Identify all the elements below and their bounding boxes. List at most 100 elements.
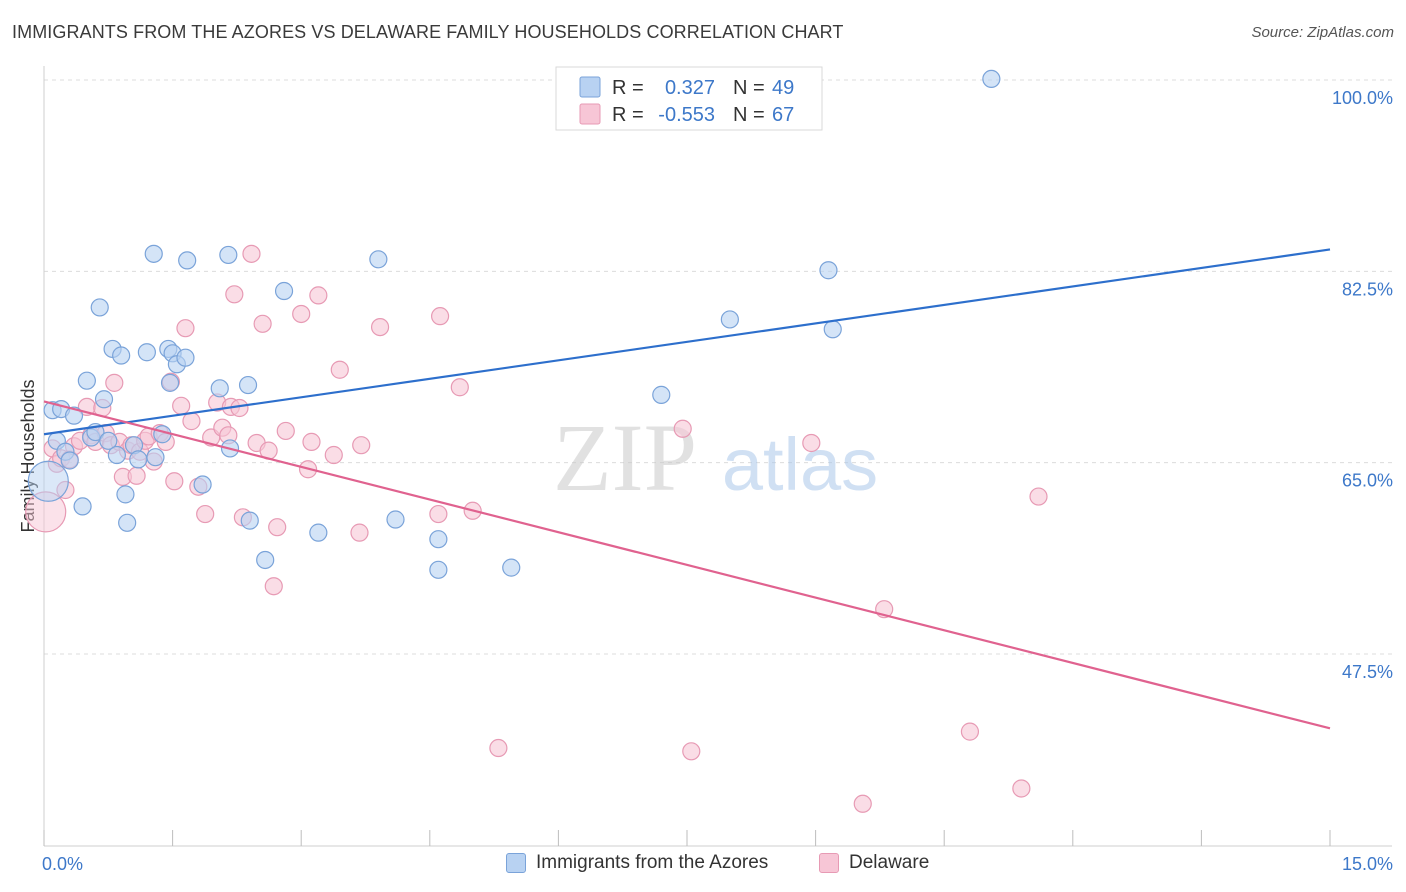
- delaware-point: [330, 360, 349, 379]
- delaware-point: [350, 523, 369, 542]
- stats-r-label-azores: R =: [612, 77, 644, 99]
- delaware-point: [682, 742, 701, 761]
- azores-point: [118, 513, 137, 532]
- trend-lines: [43, 248, 1331, 730]
- stats-swatch-azores: [579, 76, 601, 98]
- stats-n-value-delaware: 67: [772, 104, 794, 126]
- azores-point: [240, 511, 259, 530]
- gridlines: [44, 79, 1392, 655]
- y-tick-label: 47.5%: [1342, 662, 1393, 682]
- legend-swatch-azores: [506, 853, 526, 873]
- watermark-zip: ZIP: [553, 404, 697, 511]
- watermark: ZIP atlas: [553, 404, 878, 511]
- delaware-point: [429, 504, 448, 524]
- stats-n-value-azores: 49: [772, 77, 794, 99]
- delaware-point: [489, 738, 508, 758]
- azores-point: [60, 451, 79, 470]
- legend-item-azores: Immigrants from the Azores: [506, 852, 768, 874]
- azores-point: [819, 261, 838, 280]
- x-tick-label-max: 15.0%: [1342, 854, 1393, 874]
- legend-label-delaware: Delaware: [849, 852, 930, 873]
- azores-point: [429, 530, 448, 549]
- azores-point: [160, 373, 180, 392]
- series-delaware-points: [25, 244, 1048, 813]
- delaware-point: [430, 307, 450, 326]
- delaware-point: [264, 577, 283, 596]
- chart-title: IMMIGRANTS FROM THE AZORES VS DELAWARE F…: [12, 22, 844, 42]
- delaware-point: [302, 432, 321, 451]
- delaware-point: [352, 436, 371, 455]
- azores-point: [309, 523, 328, 542]
- stats-n-label-azores: N =: [733, 77, 765, 99]
- azores-point: [274, 281, 294, 301]
- azores-point: [369, 250, 388, 269]
- delaware-point: [309, 286, 328, 305]
- delaware-point: [292, 304, 311, 324]
- azores-point: [107, 445, 126, 465]
- legend-item-delaware: Delaware: [819, 852, 929, 874]
- azores-point: [129, 450, 148, 469]
- delaware-point: [324, 445, 343, 465]
- delaware-point: [370, 317, 390, 337]
- azores-point: [153, 425, 172, 444]
- azores-point: [386, 510, 405, 529]
- azores-point: [193, 475, 212, 494]
- legend-label-azores: Immigrants from the Azores: [536, 852, 769, 873]
- delaware-point: [1012, 779, 1031, 798]
- delaware-point: [268, 518, 287, 537]
- azores-point: [73, 497, 92, 516]
- azores-point: [64, 406, 84, 425]
- bottom-legend: Immigrants from the Azores Delaware: [0, 850, 1406, 880]
- legend-swatch-delaware: [819, 853, 839, 873]
- delaware-point: [960, 722, 980, 741]
- azores-point: [256, 550, 275, 570]
- azores-point: [238, 375, 258, 395]
- y-tick-labels: 47.5% 65.0% 82.5% 100.0%: [1332, 88, 1393, 682]
- azores-point: [99, 431, 118, 450]
- delaware-point: [165, 472, 184, 491]
- stats-swatch-delaware: [579, 103, 601, 125]
- azores-point: [144, 244, 163, 263]
- delaware-point: [673, 419, 692, 438]
- azores-point: [823, 320, 842, 339]
- axes: [43, 66, 1392, 847]
- x-tick-label-min: 0.0%: [42, 854, 83, 874]
- azores-point: [116, 485, 135, 504]
- azores-point: [210, 379, 229, 398]
- delaware-point: [127, 466, 146, 485]
- azores-point: [176, 348, 195, 367]
- azores-point: [90, 298, 109, 317]
- azores-point: [27, 460, 69, 502]
- watermark-atlas: atlas: [722, 423, 878, 506]
- delaware-point: [225, 285, 244, 304]
- source-label: Source: ZipAtlas.com: [1251, 24, 1394, 41]
- series-azores-points: [27, 69, 1001, 579]
- stats-r-label-delaware: R =: [612, 104, 644, 126]
- azores-point: [112, 346, 131, 365]
- azores-point: [178, 251, 197, 270]
- azores-point: [219, 245, 238, 265]
- azores-point: [77, 371, 96, 390]
- azores-point: [720, 310, 739, 329]
- delaware-point: [172, 396, 191, 415]
- y-tick-label: 82.5%: [1342, 279, 1393, 299]
- delaware-point: [105, 373, 124, 392]
- delaware-point: [450, 378, 469, 397]
- delaware-point: [253, 314, 272, 333]
- delaware-point: [182, 412, 201, 431]
- delaware-point: [802, 433, 821, 453]
- stats-legend: R = 0.327 N = 49 R = -0.553 N = 67: [555, 66, 823, 131]
- azores-point: [94, 390, 114, 409]
- azores-point: [982, 69, 1001, 89]
- azores-point: [429, 560, 448, 579]
- azores-point: [146, 448, 165, 467]
- delaware-trend-line: [43, 400, 1331, 730]
- delaware-point: [176, 319, 195, 338]
- delaware-point: [276, 421, 295, 441]
- azores-point: [137, 343, 156, 362]
- y-tick-label: 100.0%: [1332, 88, 1393, 108]
- azores-point: [502, 558, 521, 577]
- delaware-point: [196, 504, 215, 524]
- delaware-point: [1029, 487, 1048, 506]
